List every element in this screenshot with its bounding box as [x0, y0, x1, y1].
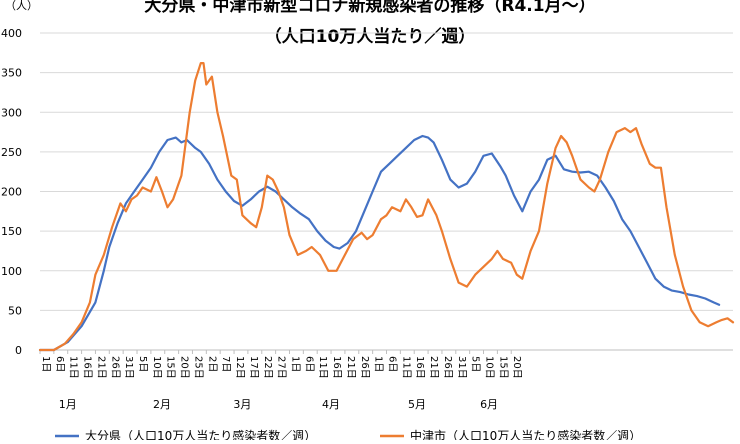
x-tick-label: 11日	[317, 356, 328, 379]
x-tick-label: 6日	[303, 356, 314, 372]
y-tick-label: 150	[1, 225, 22, 238]
series-line	[38, 62, 735, 352]
x-tick-label: 22日	[262, 356, 273, 379]
chart-title: 大分県・中津市新型コロナ新規感染者の推移（R4.1月〜）	[144, 0, 595, 16]
y-axis-ticks: 0 50 100 150 200 250 300 350 400	[1, 27, 22, 357]
month-labels: 1月 2月 3月 4月 5月 6月	[59, 398, 498, 411]
month-label: 6月	[480, 398, 498, 411]
x-tick-label: 21日	[345, 356, 356, 379]
month-label: 4月	[322, 398, 340, 411]
legend-label: 大分県（人口10万人当たり感染者数／週）	[85, 428, 316, 440]
x-tick-label: 16日	[414, 356, 425, 379]
x-axis-ticks: 1日 6日 11日 16日 21日 26日 31日 5日 10日 15日 20日 25日 2日 7日 12日…	[39, 350, 522, 379]
chart-subtitle: （人口10万人当たり／週）	[265, 26, 476, 47]
x-tick-label: 6日	[54, 356, 65, 372]
month-label: 3月	[233, 398, 251, 411]
series-line	[38, 134, 721, 352]
x-tick-label: 16日	[82, 356, 93, 379]
x-tick-label: 2日	[206, 356, 217, 372]
x-tick-label: 11日	[68, 356, 79, 379]
x-tick-label: 5日	[470, 356, 481, 372]
y-tick-label: 300	[1, 106, 22, 119]
x-tick-label: 26日	[442, 356, 453, 379]
x-tick-label: 31日	[456, 356, 467, 379]
x-tick-label: 1日	[40, 356, 51, 372]
x-tick-label: 20日	[511, 356, 522, 379]
y-tick-label: 50	[8, 304, 22, 317]
y-tick-label: 100	[1, 265, 22, 278]
x-tick-label: 21日	[428, 356, 439, 379]
x-tick-label: 1日	[289, 356, 300, 372]
x-tick-label: 20日	[179, 356, 190, 379]
x-tick-label: 21日	[95, 356, 106, 379]
legend-label: 中津市（人口10万人当たり感染者数／週）	[410, 428, 641, 440]
x-tick-label: 5日	[137, 356, 148, 372]
month-label: 5月	[408, 398, 426, 411]
legend: 大分県（人口10万人当たり感染者数／週） 中津市（人口10万人当たり感染者数／週）	[55, 428, 641, 443]
x-tick-label: 17日	[248, 356, 259, 379]
x-tick-label: 31日	[123, 356, 134, 379]
x-tick-label: 27日	[276, 356, 287, 379]
x-tick-label: 10日	[484, 356, 495, 379]
x-tick-label: 7日	[220, 356, 231, 372]
y-tick-label: 350	[1, 67, 22, 80]
y-tick-label: 0	[15, 344, 22, 357]
y-tick-label: 400	[1, 27, 22, 40]
x-tick-label: 26日	[359, 356, 370, 379]
month-label: 1月	[59, 398, 77, 411]
x-tick-label: 6日	[387, 356, 398, 372]
x-tick-label: 10日	[151, 356, 162, 379]
x-tick-label: 1日	[373, 356, 384, 372]
y-tick-label: 200	[1, 186, 22, 199]
x-tick-label: 11日	[400, 356, 411, 379]
y-tick-label: 250	[1, 146, 22, 159]
x-tick-label: 15日	[165, 356, 176, 379]
x-tick-label: 26日	[109, 356, 120, 379]
x-tick-label: 12日	[234, 356, 245, 379]
y-axis-label: （人）	[5, 0, 38, 12]
gridlines	[40, 32, 733, 351]
x-tick-label: 15日	[497, 356, 508, 379]
series-lines	[38, 62, 735, 352]
x-tick-label: 16日	[331, 356, 342, 379]
month-label: 2月	[153, 398, 171, 411]
x-tick-label: 25日	[192, 356, 203, 379]
